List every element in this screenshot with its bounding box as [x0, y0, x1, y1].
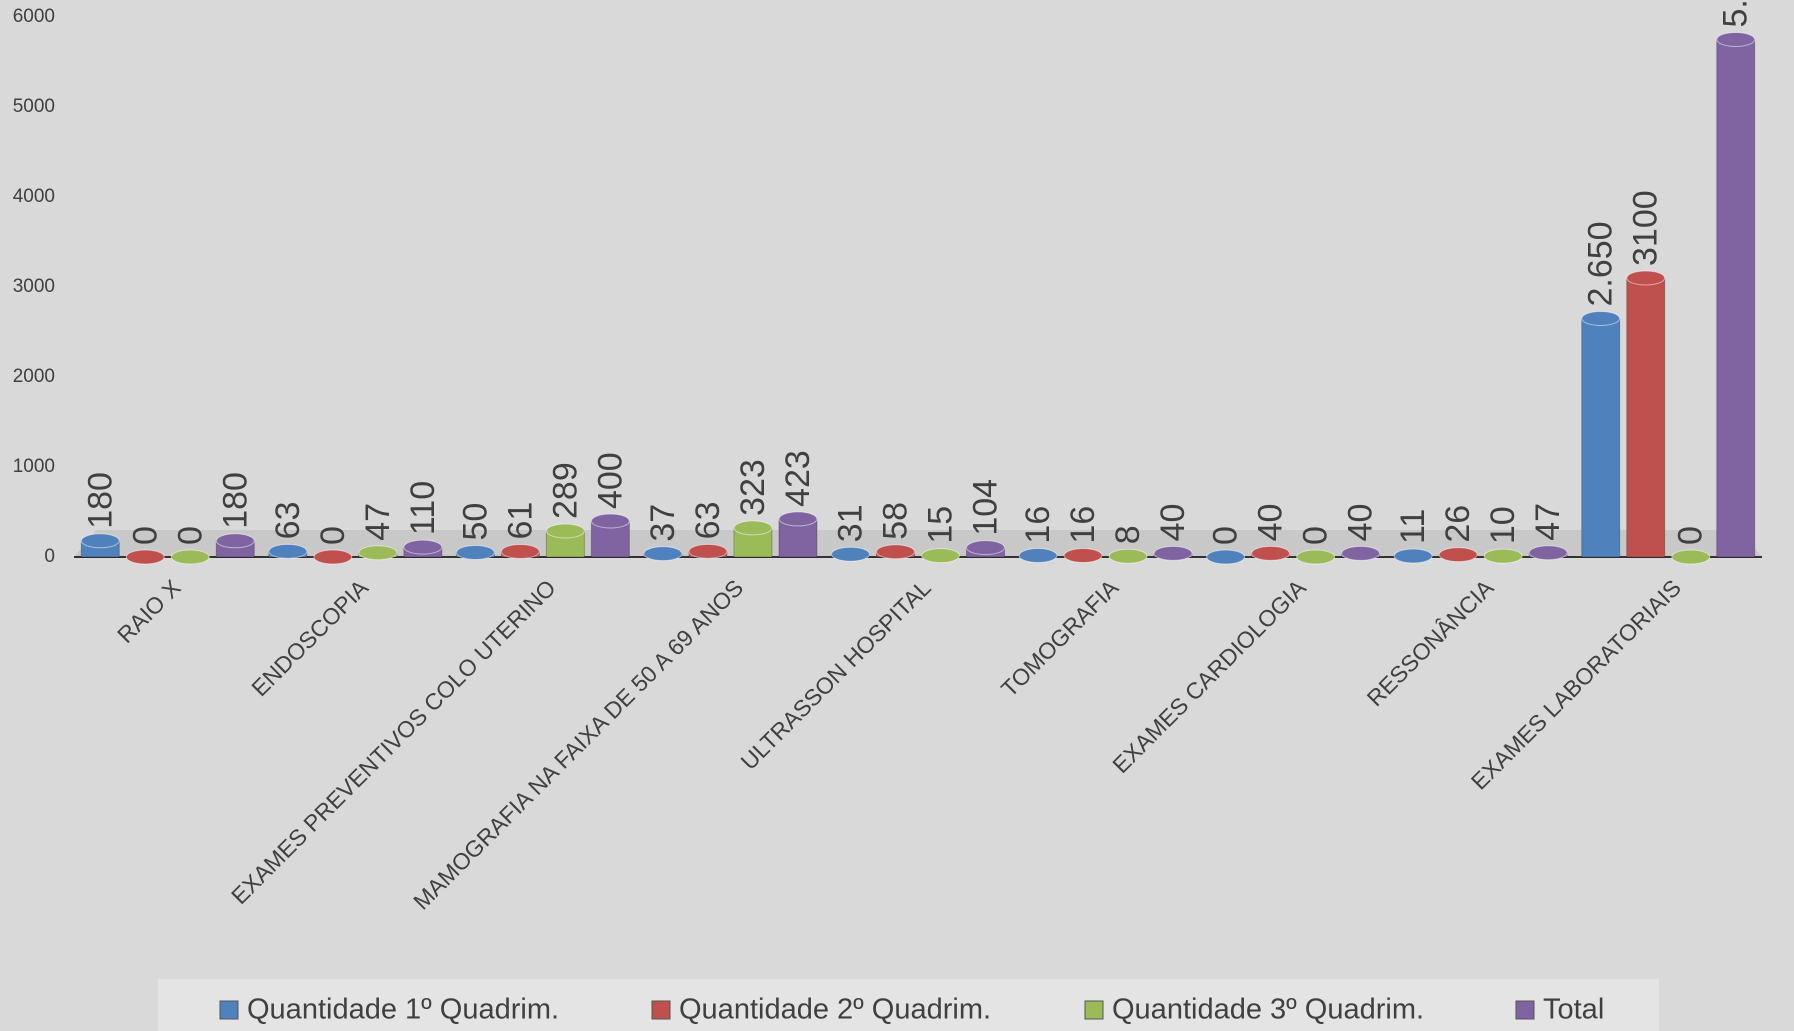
data-label: 63: [269, 502, 307, 540]
data-label: 400: [591, 452, 629, 509]
bar-top: [455, 545, 495, 560]
y-tick-label: 4000: [13, 186, 55, 207]
bar: [1626, 277, 1666, 558]
legend-swatch: [651, 1000, 671, 1020]
bar-top: [778, 511, 818, 527]
data-label: 40: [1154, 504, 1192, 542]
data-label: 2.650: [1582, 221, 1620, 306]
legend-label: Quantidade 2º Quadrim.: [679, 994, 991, 1026]
bar-top: [1716, 32, 1756, 47]
y-tick-label: 5000: [13, 96, 55, 117]
y-tick-label: 0: [44, 546, 55, 567]
bar-top: [215, 533, 255, 549]
bar-top: [688, 543, 728, 559]
data-label: 40: [1342, 504, 1380, 542]
bar-top: [643, 546, 683, 562]
data-label: 16: [1064, 506, 1102, 544]
bar-top: [590, 513, 630, 529]
bar-top: [1581, 311, 1621, 326]
data-label: 0: [171, 526, 209, 545]
bar-top: [268, 543, 308, 559]
data-label: 0: [126, 526, 164, 545]
legend-swatch: [219, 1000, 239, 1020]
bar-top: [1438, 547, 1478, 563]
legend-label: Total: [1543, 994, 1604, 1026]
bar-top: [500, 544, 540, 560]
y-tick-label: 3000: [13, 276, 55, 297]
data-label: 37: [644, 504, 682, 542]
bar-top: [1206, 549, 1246, 565]
data-label: 16: [1019, 506, 1057, 544]
data-label: 0: [1297, 526, 1335, 545]
data-label: 0: [314, 526, 352, 545]
bar-top: [921, 548, 960, 564]
data-label: 15: [921, 506, 959, 544]
bar-top: [80, 533, 120, 549]
bar-top: [1483, 548, 1523, 564]
data-label: 289: [546, 462, 584, 519]
legend-label: Quantidade 1º Quadrim.: [247, 994, 559, 1026]
bar-top: [313, 549, 353, 565]
bar-top: [1063, 548, 1103, 564]
data-label: 5.: [1717, 0, 1755, 28]
data-label: 11: [1394, 509, 1432, 544]
data-label: 180: [216, 472, 254, 529]
data-label: 0: [1207, 526, 1245, 545]
y-tick-label: 2000: [13, 366, 55, 387]
data-label: 8: [1109, 525, 1147, 544]
bar-top: [733, 520, 773, 536]
bar: [1581, 318, 1621, 558]
data-label: 61: [501, 502, 539, 540]
bar-top: [1393, 548, 1433, 564]
bar-top: [1251, 545, 1291, 561]
bar-top: [403, 539, 443, 555]
data-label: 50: [456, 503, 494, 541]
bar-top: [1018, 548, 1058, 564]
data-label: 63: [689, 502, 727, 540]
bar-top: [1528, 545, 1568, 561]
bar-top: [170, 549, 210, 565]
data-label: 0: [1672, 526, 1710, 545]
data-label: 110: [404, 481, 442, 535]
data-label: 58: [876, 502, 914, 540]
bar-top: [876, 544, 915, 560]
bar-top: [1626, 270, 1666, 286]
floor: [74, 530, 1762, 557]
legend-swatch: [1515, 1000, 1535, 1020]
legend-swatch: [1084, 1000, 1104, 1020]
bar-top: [545, 523, 585, 539]
data-label: 323: [734, 459, 772, 516]
y-tick-label: 6000: [13, 6, 55, 27]
bar-top: [1108, 548, 1148, 564]
bar: [1716, 39, 1756, 558]
data-label: 10: [1484, 506, 1522, 544]
data-label: 104: [966, 479, 1004, 536]
data-label: 26: [1439, 505, 1477, 543]
bar-top: [966, 540, 1005, 556]
bar-top: [1153, 545, 1193, 561]
data-label: 180: [81, 472, 119, 529]
data-label: 40: [1252, 504, 1290, 542]
bar-top: [1341, 545, 1381, 561]
data-label: 31: [831, 504, 869, 542]
legend-box: [158, 979, 1659, 1031]
data-label: 47: [359, 503, 397, 541]
bar-top: [1296, 549, 1336, 565]
bar-top: [125, 549, 165, 565]
bar-top: [358, 545, 398, 561]
data-label: 47: [1529, 503, 1567, 541]
bar-top: [831, 546, 870, 562]
legend-label: Quantidade 3º Quadrim.: [1112, 994, 1424, 1026]
bar-top: [1671, 549, 1711, 565]
data-label: 3100: [1627, 190, 1665, 266]
data-label: 423: [779, 450, 817, 507]
y-tick-label: 1000: [13, 456, 55, 477]
